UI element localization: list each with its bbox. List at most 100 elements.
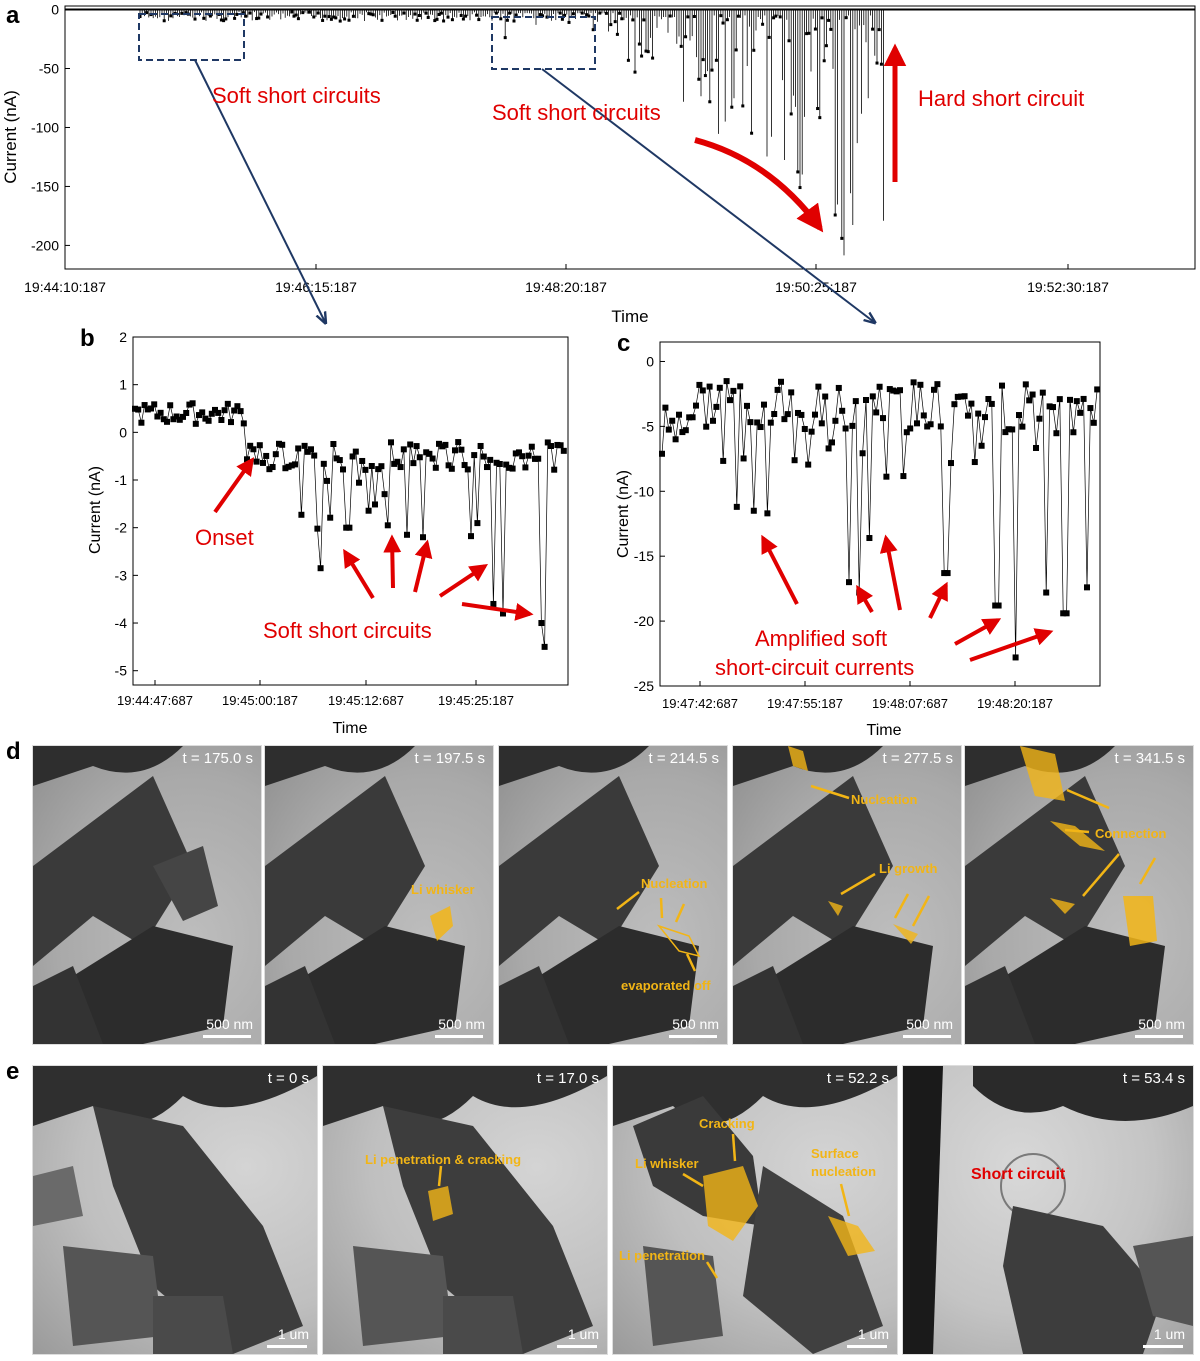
timestamp-e2: t = 17.0 s: [536, 1070, 599, 1087]
chart-a-frame: [64, 5, 1196, 270]
data-point: [774, 386, 781, 393]
x-tick-label: 19:46:15:187: [275, 279, 357, 295]
data-point: [301, 11, 305, 15]
panel-d-frame-1: t = 175.0 s 500 nm: [32, 745, 262, 1045]
chart-c: 0 -5 -10 -15 -20 -25 19:47:42:687 19:47:55:187…: [615, 341, 1101, 739]
data-point: [321, 18, 325, 22]
arrow-c-3: [879, 534, 902, 611]
data-point: [689, 414, 696, 421]
data-point: [346, 524, 353, 531]
data-point: [436, 440, 442, 447]
data-point: [221, 407, 228, 414]
data-point: [1029, 391, 1036, 398]
data-point: [668, 14, 672, 18]
data-point: [317, 565, 324, 572]
label-evaporated-d3: evaporated off: [621, 978, 711, 993]
data-point: [883, 473, 890, 480]
data-point: [931, 386, 937, 393]
data-point: [208, 410, 215, 417]
data-point: [620, 17, 624, 21]
data-point: [604, 11, 608, 15]
data-point: [538, 620, 545, 627]
scalebar-e1: [267, 1345, 307, 1348]
data-point: [402, 11, 406, 15]
data-point: [646, 50, 650, 54]
timestamp-d2: t = 197.5 s: [414, 750, 485, 767]
timestamp-e3: t = 52.2 s: [826, 1070, 889, 1087]
data-point: [719, 14, 723, 18]
y-tick-label: -200: [31, 237, 59, 253]
data-point: [672, 436, 679, 443]
data-point: [535, 455, 542, 462]
timestamp-e1: t = 0 s: [267, 1070, 309, 1087]
label-nucleation-d4: Nucleation: [851, 792, 918, 807]
data-point: [260, 459, 266, 466]
data-point: [323, 14, 327, 18]
y-tick-label: -4: [115, 615, 128, 631]
scalebar-d3: [669, 1035, 717, 1038]
data-point: [439, 443, 446, 450]
data-point: [413, 12, 417, 16]
scalebar-e3: [847, 1345, 887, 1348]
data-point: [160, 416, 167, 423]
y-tick-label: 1: [119, 377, 127, 393]
data-point: [244, 14, 248, 18]
data-point: [384, 522, 391, 529]
data-point: [833, 213, 837, 217]
panel-e-frame-3: t = 52.2 s Cracking Li whisker Surface n…: [612, 1065, 898, 1355]
chart-c-xlabel: Time: [867, 722, 902, 739]
label-li-whisker-e3: Li whisker: [635, 1156, 699, 1171]
tem-e3-particles: [613, 1066, 897, 1354]
data-point: [1053, 430, 1060, 437]
data-point: [193, 17, 197, 21]
data-point: [968, 400, 975, 407]
data-point: [304, 448, 311, 455]
data-point: [1084, 584, 1090, 591]
panel-e-frame-4: t = 53.4 s Short circuit 1 um: [902, 1065, 1194, 1355]
data-point: [587, 14, 591, 18]
x-tick-label: 19:47:55:187: [767, 696, 843, 711]
data-point: [525, 452, 532, 459]
arrow-c-6: [969, 628, 1054, 662]
tem-d1-particles: [33, 746, 233, 1044]
data-point: [965, 412, 971, 419]
data-point: [784, 411, 791, 418]
data-point: [452, 447, 458, 454]
data-point: [324, 477, 330, 484]
data-point: [772, 16, 776, 20]
data-point: [910, 379, 917, 386]
data-point: [863, 396, 869, 403]
data-point: [312, 15, 316, 19]
zoom-box-2: [491, 16, 596, 70]
label-cracking: Cracking: [699, 1116, 755, 1131]
data-point: [832, 417, 839, 424]
label-nucleation-d3: Nucleation: [641, 876, 708, 891]
data-point: [506, 464, 513, 471]
data-point: [237, 408, 244, 415]
data-point: [332, 15, 336, 19]
data-point: [820, 16, 824, 20]
data-point: [778, 15, 782, 19]
data-point: [372, 501, 378, 508]
data-point: [1039, 389, 1046, 396]
x-tick-label: 19:44:10:187: [24, 279, 106, 295]
y-tick-label: -5: [642, 418, 655, 434]
data-point: [710, 68, 714, 72]
y-tick-label: 0: [646, 353, 654, 369]
data-point: [788, 389, 795, 396]
data-point: [256, 442, 263, 449]
data-point: [432, 464, 439, 471]
chart-c-points: [659, 378, 1101, 661]
y-tick-label: -150: [31, 178, 59, 194]
data-point: [352, 448, 359, 455]
data-point: [548, 443, 554, 450]
data-point: [397, 464, 404, 471]
data-point: [316, 11, 320, 15]
data-point: [958, 393, 965, 400]
data-point: [259, 12, 263, 16]
data-point: [721, 21, 725, 25]
data-point: [490, 600, 497, 607]
chart-c-frame: [659, 341, 1101, 687]
data-point: [424, 11, 428, 15]
data-point: [580, 11, 584, 15]
